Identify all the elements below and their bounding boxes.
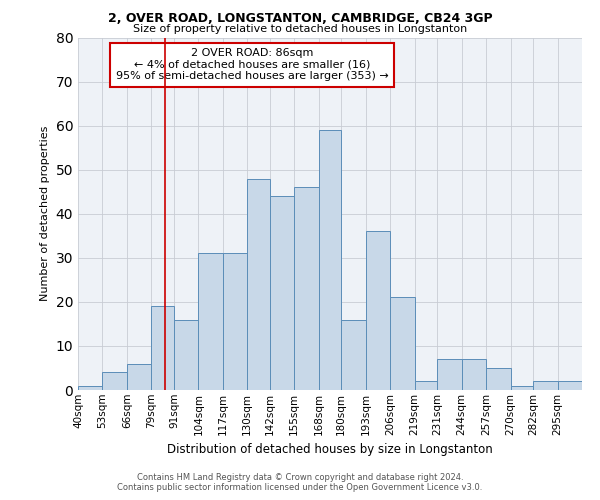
Text: 2 OVER ROAD: 86sqm
← 4% of detached houses are smaller (16)
95% of semi-detached: 2 OVER ROAD: 86sqm ← 4% of detached hous… [116,48,388,82]
Text: 2, OVER ROAD, LONGSTANTON, CAMBRIDGE, CB24 3GP: 2, OVER ROAD, LONGSTANTON, CAMBRIDGE, CB… [107,12,493,26]
Bar [461,359,486,390]
Bar [437,359,461,390]
Bar [319,130,341,390]
Bar [390,298,415,390]
Bar [223,254,247,390]
Bar [294,188,319,390]
Bar [415,381,437,390]
Bar [174,320,199,390]
Bar [557,381,582,390]
Bar [199,254,223,390]
Bar [533,381,557,390]
Bar [366,232,390,390]
Bar [341,320,366,390]
X-axis label: Distribution of detached houses by size in Longstanton: Distribution of detached houses by size … [167,443,493,456]
Bar [103,372,127,390]
Text: Size of property relative to detached houses in Longstanton: Size of property relative to detached ho… [133,24,467,34]
Bar [78,386,103,390]
Bar [270,196,294,390]
Bar [486,368,511,390]
Bar [127,364,151,390]
Bar [247,178,270,390]
Bar [151,306,174,390]
Y-axis label: Number of detached properties: Number of detached properties [40,126,50,302]
Text: Contains HM Land Registry data © Crown copyright and database right 2024.
Contai: Contains HM Land Registry data © Crown c… [118,473,482,492]
Bar [511,386,533,390]
